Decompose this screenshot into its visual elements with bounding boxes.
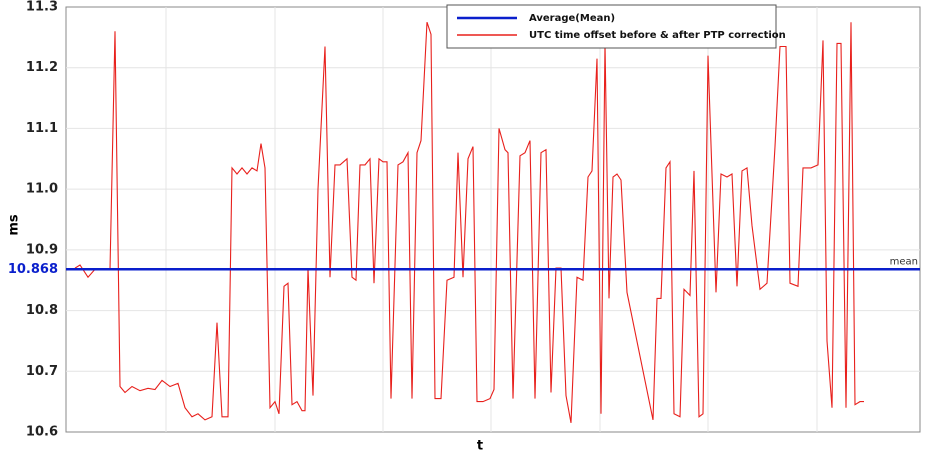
data-line [74,22,864,423]
x-axis-label: t [477,439,483,454]
legend: Average(Mean) UTC time offset before & af… [446,4,786,49]
y-tick-label: 10.9 [26,242,58,257]
y-tick-label: 10.8 [26,303,58,318]
mean-annotation: mean [890,256,918,267]
y-axis-label: ms [7,214,22,236]
y-tick-label: 11.1 [26,121,58,136]
y-tick-label: 11.3 [26,0,58,15]
legend-label: UTC time offset before & after PTP corre… [529,30,786,41]
y-tick-label: 10.7 [26,364,58,379]
legend-label: Average(Mean) [529,13,615,24]
y-tick-label: 11.0 [26,182,58,197]
legend-box [446,4,777,49]
mean-value-label: 10.868 [8,262,58,277]
plot-frame [65,6,921,433]
y-tick-label: 11.2 [26,60,58,75]
y-tick-label: 10.6 [26,425,58,440]
